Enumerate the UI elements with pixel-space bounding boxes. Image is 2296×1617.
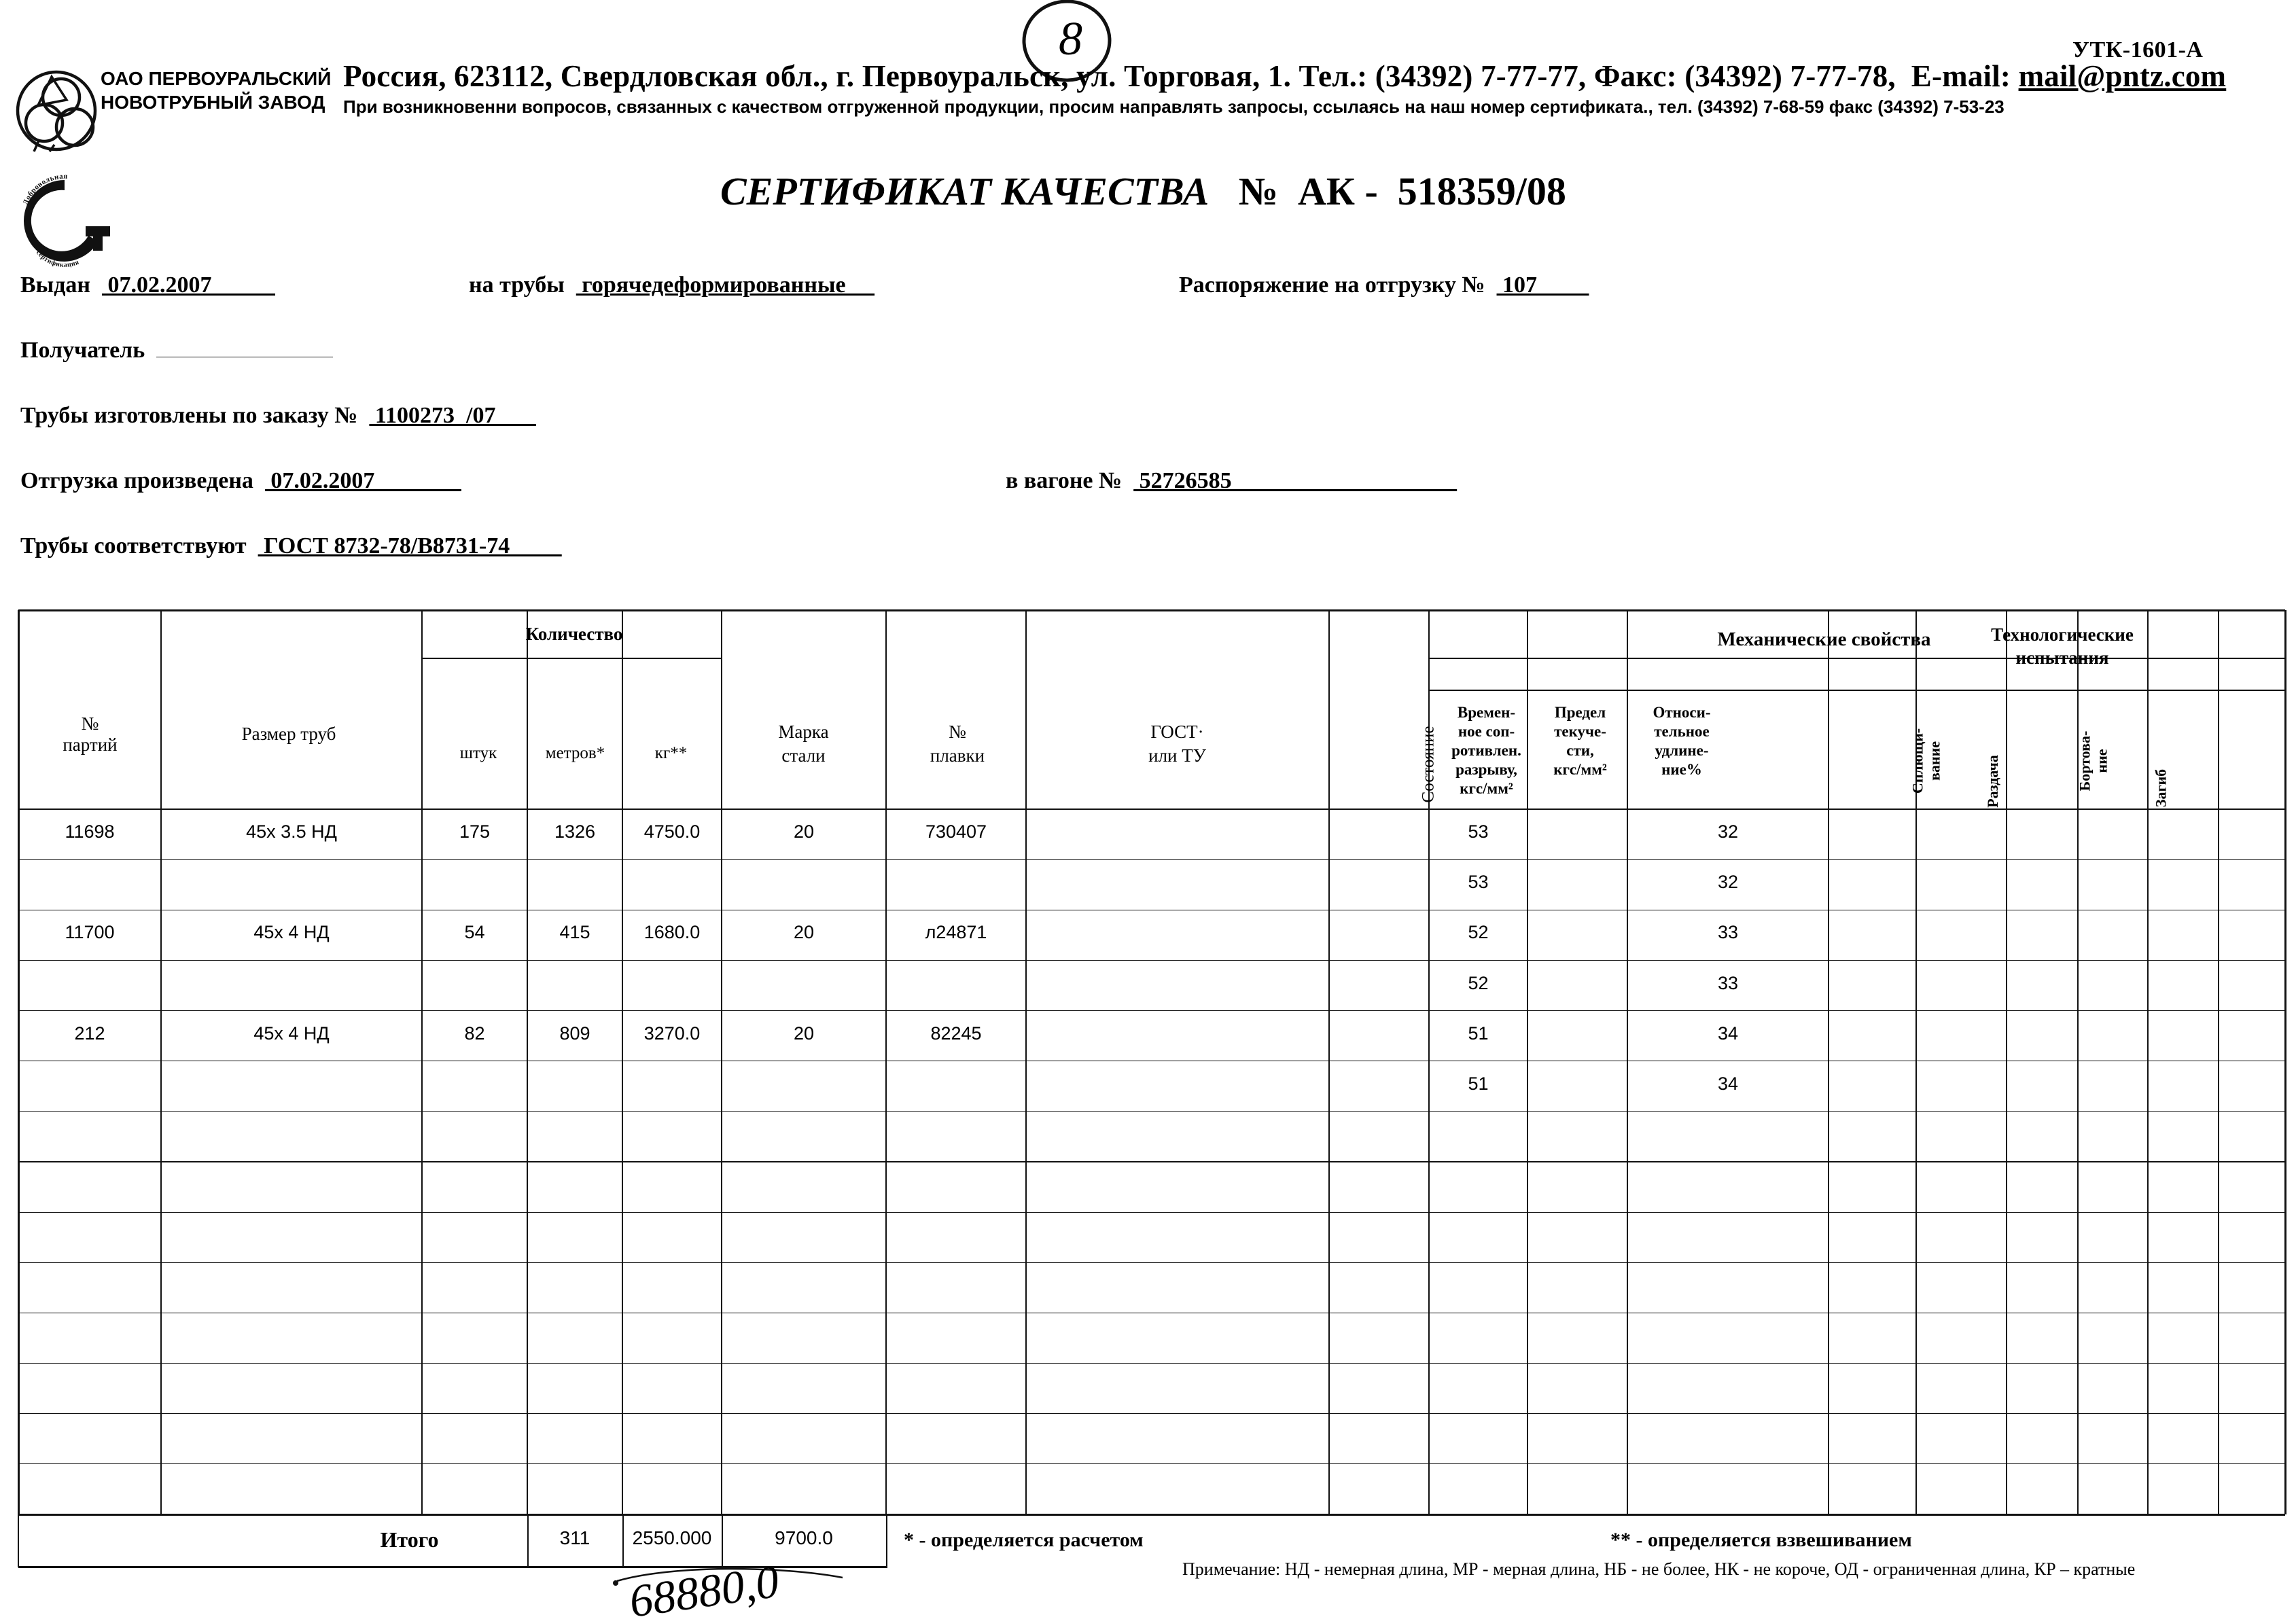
svg-text:68880,0: 68880,0 bbox=[626, 1559, 782, 1617]
svg-text:8: 8 bbox=[1059, 13, 1082, 65]
